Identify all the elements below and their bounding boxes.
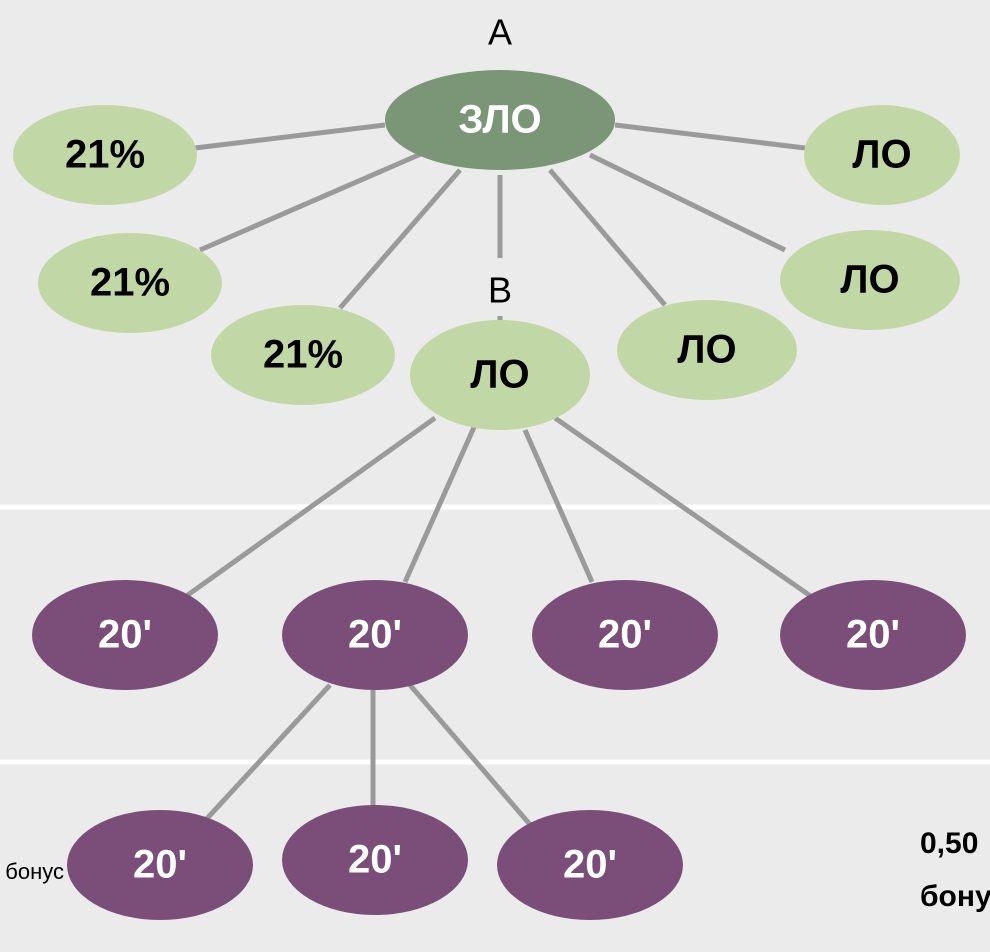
label-b: B: [488, 270, 512, 311]
node-label: 21%: [65, 133, 145, 177]
edge: [194, 122, 386, 151]
node-label: 20': [348, 838, 402, 882]
node: [780, 230, 960, 330]
edge: [408, 683, 547, 844]
node-label: 20': [598, 613, 652, 657]
edge: [522, 428, 595, 584]
node: [780, 580, 966, 690]
node-label: 20': [563, 843, 617, 887]
node: [410, 320, 590, 430]
node: [13, 105, 197, 205]
node-label: ЛО: [852, 133, 911, 177]
edge: [553, 415, 814, 600]
node: [67, 810, 253, 920]
node-label: 21%: [263, 333, 343, 377]
side-note: бонус: [5, 859, 64, 884]
node-label: 21%: [90, 261, 170, 305]
edge: [614, 122, 806, 151]
node: [38, 233, 222, 333]
node: [211, 305, 395, 405]
node-label: 20': [133, 843, 187, 887]
node: [32, 580, 218, 690]
edge: [183, 415, 437, 600]
edges: [183, 122, 814, 844]
side-note: 0,50: [920, 827, 978, 860]
edge: [188, 683, 332, 839]
node: [282, 580, 468, 690]
node: [617, 300, 797, 400]
edge: [402, 423, 478, 584]
node: [804, 105, 960, 205]
node: [532, 580, 718, 690]
node-label: ЛО: [840, 258, 899, 302]
label-a: A: [488, 12, 512, 53]
node-label: ЛО: [677, 328, 736, 372]
node: [497, 810, 683, 920]
edge: [588, 152, 787, 253]
edge: [548, 168, 667, 307]
node-label: 20': [846, 613, 900, 657]
edge: [338, 168, 462, 310]
node: [385, 70, 615, 170]
nodes: ЗЛО 21% 21% 21% ЛО ЛО ЛО ЛО 20' 20' 20' 20' 20' 20' 20…: [13, 70, 966, 920]
node-label: ЛО: [470, 353, 529, 397]
node-label: 20': [98, 613, 152, 657]
side-note: бонус: [920, 880, 990, 913]
node-label: ЗЛО: [458, 98, 541, 142]
edge: [199, 147, 431, 253]
node: [282, 805, 468, 915]
node-label: 20': [348, 613, 402, 657]
